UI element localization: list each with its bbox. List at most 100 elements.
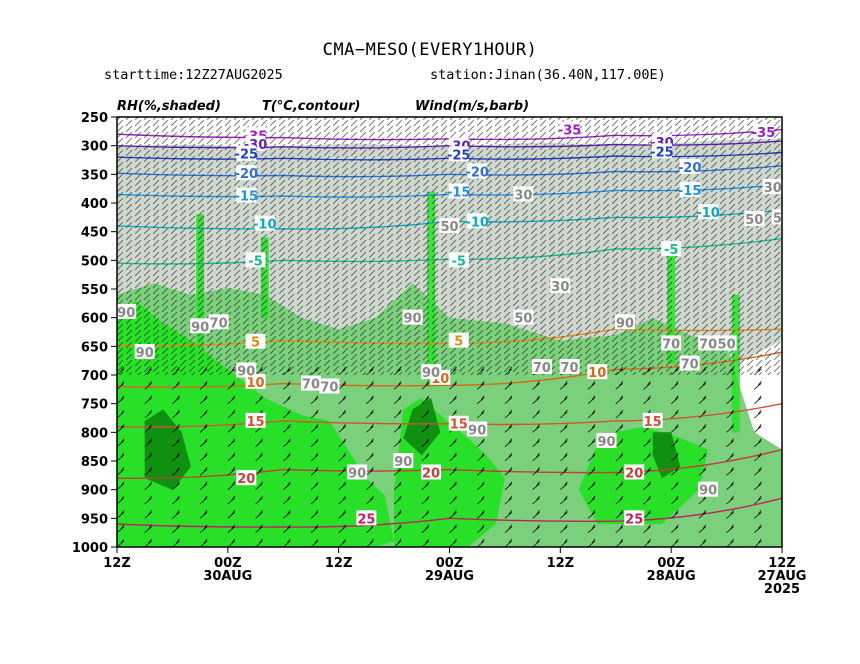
wind-barb: [227, 467, 236, 476]
wind-barb: [255, 467, 263, 476]
temperature-contour-label-box: [448, 146, 469, 162]
wind-barb: [310, 438, 319, 448]
wind-barb: [781, 532, 782, 533]
y-tick-label: 700: [81, 369, 108, 384]
rh-contour-label: 70: [533, 361, 551, 376]
wind-barb: [227, 481, 236, 491]
temperature-contour-label: -25: [650, 145, 674, 160]
wind-barb: [117, 510, 125, 519]
wind-barb: [172, 395, 180, 405]
wind-barb: [366, 366, 374, 376]
wind-barb: [504, 424, 513, 433]
wind-barb: [338, 395, 347, 405]
wind-barb: [615, 467, 624, 476]
wind-barb: [698, 452, 707, 462]
rh-contour-label-box: [393, 453, 414, 468]
temperature-contour-label-box: [679, 181, 700, 197]
x-tick-label: 29AUG: [425, 569, 474, 584]
wind-barb: [172, 495, 180, 505]
wind-barb: [754, 510, 762, 519]
wind-barb: [670, 524, 679, 534]
wind-barb: [421, 409, 430, 419]
wind-barb: [172, 452, 180, 462]
wind-barb: [449, 381, 457, 390]
wind-barb: [587, 381, 596, 390]
wind-barb: [283, 452, 291, 462]
wind-barb: [615, 452, 624, 462]
wind-barb: [449, 495, 457, 505]
temperature-contour-label-box: [245, 333, 266, 349]
wind-barb: [754, 395, 762, 405]
wind-barb: [670, 424, 679, 433]
wind-barb: [532, 467, 540, 476]
rh-contour-label-box: [744, 211, 765, 227]
rh-contour-label-box: [762, 178, 782, 194]
wind-barb: [366, 395, 374, 405]
wind-barb: [670, 538, 679, 547]
wind-barb: [366, 467, 374, 476]
temperature-contour-label-box: [236, 145, 257, 161]
wind-barb: [338, 524, 347, 534]
wind-barb: [670, 409, 679, 419]
wind-barb: [754, 524, 762, 534]
temperature-contour: [117, 448, 782, 480]
wind-barb: [504, 495, 513, 505]
wind-barb: [532, 409, 540, 419]
wind-barb: [310, 467, 319, 476]
temperature-contour-label-box: [254, 215, 275, 231]
wind-barb: [754, 467, 762, 476]
wind-barb: [476, 438, 485, 448]
wind-barb: [643, 495, 651, 505]
wind-barb: [726, 381, 734, 390]
wind-barb: [393, 438, 402, 448]
wind-barb: [172, 366, 180, 376]
wind-barb: [726, 409, 734, 419]
wind-barb: [338, 467, 347, 476]
wind-barb: [698, 467, 707, 476]
temperature-contour-label: 15: [644, 415, 662, 430]
wind-barb: [587, 424, 596, 433]
rh-contour-label: 90: [468, 423, 486, 438]
wind-barb: [476, 366, 485, 376]
rh-contour-label-box: [439, 217, 460, 233]
wind-barb: [476, 481, 485, 491]
rh-contour-label-box: [513, 309, 534, 325]
rh-contour-label-box: [208, 314, 229, 330]
wind-barb: [172, 438, 180, 448]
temperature-contour-label-box: [559, 121, 580, 137]
wind-barb: [726, 538, 734, 547]
wind-barb: [310, 424, 319, 433]
wind-barb: [283, 424, 291, 433]
wind-barb: [615, 424, 624, 433]
temperature-contour-label: 20: [422, 466, 440, 481]
wind-barb: [310, 395, 319, 405]
wind-barb: [144, 510, 153, 519]
wind-barb: [421, 538, 430, 547]
rh-contour-label-box: [190, 318, 211, 334]
wind-barb: [670, 381, 679, 390]
wind-barb: [532, 495, 540, 505]
wind-barb: [172, 424, 180, 433]
wind-barb: [698, 438, 707, 448]
temperature-contour-label: -10: [696, 206, 720, 221]
wind-barb: [504, 409, 513, 419]
wind-barb: [587, 467, 596, 476]
wind-barb: [504, 524, 513, 534]
wind-barb: [754, 438, 762, 448]
wind-barb: [366, 381, 374, 390]
wind-barb: [643, 467, 651, 476]
wind-barb: [726, 481, 734, 491]
wind-barb: [726, 395, 734, 405]
wind-barb: [560, 409, 568, 419]
rh-contour-label-box: [300, 375, 321, 391]
wind-barb: [670, 452, 679, 462]
wind-barb: [560, 481, 568, 491]
wind-barb: [615, 366, 624, 376]
rh-saturated-east: [652, 432, 681, 479]
wind-barb: [172, 467, 180, 476]
wind-barb: [199, 381, 208, 390]
rh-contour-label: 70: [662, 337, 680, 352]
wind-barb: [255, 495, 263, 505]
wind-barb: [227, 452, 236, 462]
